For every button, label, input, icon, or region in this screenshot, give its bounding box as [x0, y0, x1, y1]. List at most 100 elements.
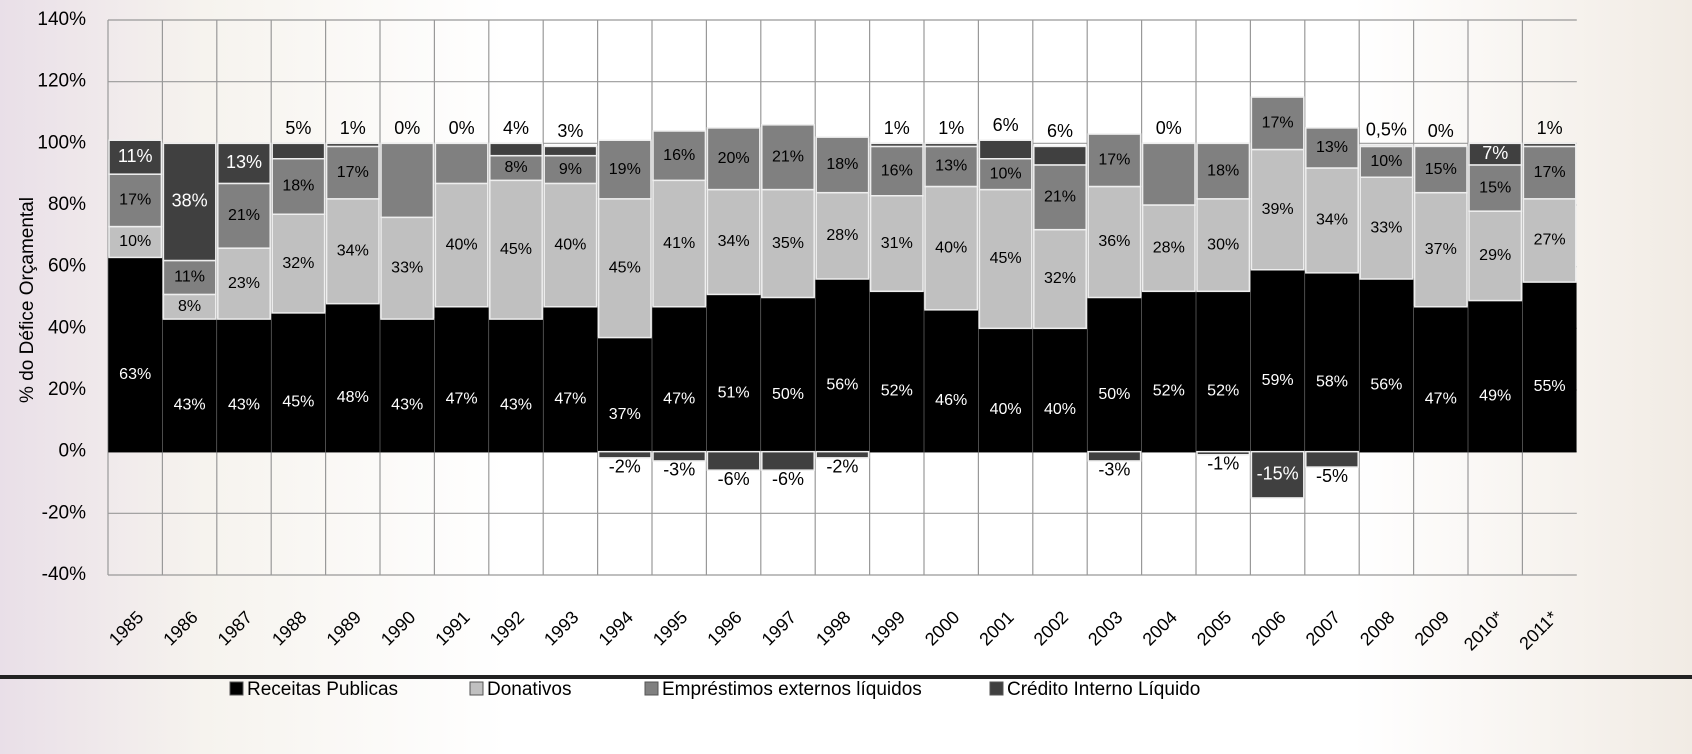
value-label: 43%	[228, 397, 260, 414]
bar-segment	[1305, 127, 1359, 169]
value-label: 34%	[1316, 212, 1348, 229]
bar-segment	[869, 195, 924, 293]
bar-segment	[1522, 281, 1577, 453]
bar-segment	[924, 145, 979, 188]
bar-segment	[271, 158, 326, 215]
bar-segment	[1033, 228, 1087, 330]
bar-segment	[761, 188, 815, 299]
bar-segment	[1033, 327, 1087, 453]
value-label: 0%	[1428, 121, 1454, 141]
value-label: 40%	[935, 239, 967, 256]
value-label: 34%	[718, 233, 750, 250]
value-label: 32%	[1044, 270, 1076, 287]
bar-segment	[1413, 191, 1468, 308]
bar-segment	[271, 312, 326, 453]
value-label: 10%	[990, 165, 1022, 182]
bar-segment	[543, 145, 598, 157]
legend-label: Donativos	[487, 679, 572, 700]
value-label: 1%	[1537, 118, 1563, 138]
value-label: 37%	[1425, 241, 1457, 258]
x-tick-label: 2001	[975, 607, 1017, 649]
value-label: 43%	[391, 397, 423, 414]
bar-segment	[489, 179, 543, 320]
value-label: 1%	[938, 118, 964, 138]
value-label: 10%	[119, 233, 151, 250]
bar-segment	[380, 142, 435, 219]
bar-segment	[543, 306, 598, 453]
bar-segment	[1468, 299, 1523, 453]
bar-segment	[652, 450, 707, 462]
bar-segment	[978, 327, 1033, 453]
x-tick-label: 1985	[105, 607, 147, 649]
bar-segment	[869, 142, 924, 148]
x-tick-label: 1992	[486, 607, 528, 649]
value-label: 18%	[282, 178, 314, 195]
value-label: 17%	[1098, 152, 1130, 169]
value-label: 17%	[119, 192, 151, 209]
value-label: 17%	[337, 164, 369, 181]
bar-segment	[217, 142, 271, 185]
value-label: 21%	[1044, 189, 1076, 206]
value-label: 49%	[1479, 387, 1511, 404]
value-label: 58%	[1316, 373, 1348, 390]
bar-segment	[489, 142, 543, 157]
bar-segment	[1141, 142, 1196, 206]
value-label: -3%	[1098, 460, 1130, 480]
x-tick-label: 1998	[812, 607, 854, 649]
value-label: 0%	[1156, 118, 1182, 138]
x-tick-label: 1995	[649, 607, 691, 649]
value-label: 17%	[1534, 164, 1566, 181]
bar-segment	[1359, 278, 1414, 453]
x-tick-label: 1993	[540, 607, 582, 649]
value-label: 31%	[881, 235, 913, 252]
x-tick-label: 2002	[1030, 607, 1072, 649]
value-label: 52%	[1153, 383, 1185, 400]
value-label: 34%	[337, 242, 369, 259]
x-tick-label: 1988	[268, 607, 310, 649]
bar-segment	[1305, 272, 1359, 453]
bar-segment	[706, 450, 761, 471]
value-label: 38%	[172, 191, 208, 211]
value-label: 18%	[826, 156, 858, 173]
bar-segment	[380, 318, 435, 453]
value-label: -3%	[663, 460, 695, 480]
bar-segment	[924, 185, 979, 311]
value-label: 30%	[1207, 236, 1239, 253]
value-label: -1%	[1207, 454, 1239, 474]
value-label: 63%	[119, 366, 151, 383]
bar-segment	[1413, 145, 1468, 194]
x-tick-label: 2000	[921, 607, 963, 649]
y-axis-label: % do Défice Orçamental	[17, 197, 38, 403]
x-tick-label: 2008	[1356, 607, 1398, 649]
bar-segment	[1033, 164, 1087, 231]
value-label: -15%	[1257, 464, 1299, 484]
y-tick-label: -20%	[42, 502, 86, 523]
bar-segment	[815, 136, 870, 194]
legend-swatch	[229, 681, 244, 696]
bar-segment	[325, 198, 380, 305]
legend-label: Receitas Publicas	[247, 679, 398, 700]
bar-segment	[1305, 167, 1359, 274]
value-label: 29%	[1479, 247, 1511, 264]
x-tick-label: 2010*	[1460, 607, 1507, 654]
bar-segment	[869, 145, 924, 197]
value-label: 13%	[226, 152, 262, 172]
bar-segment	[434, 306, 489, 453]
value-label: 8%	[178, 298, 201, 315]
x-tick-label: 2011*	[1515, 607, 1561, 653]
value-label: 23%	[228, 275, 260, 292]
value-label: 47%	[663, 390, 695, 407]
bar-segment	[1359, 145, 1414, 179]
value-label: 41%	[663, 235, 695, 252]
value-label: 47%	[1425, 390, 1457, 407]
x-tick-label: 1994	[595, 607, 637, 649]
bar-segment	[924, 142, 979, 148]
bar-segment	[217, 318, 271, 453]
value-label: 9%	[559, 161, 582, 178]
bar-segment	[1522, 142, 1577, 148]
bar-segment	[761, 450, 815, 471]
value-label: 52%	[881, 383, 913, 400]
bar-segment	[108, 225, 163, 259]
x-tick-label: 2004	[1139, 607, 1181, 649]
